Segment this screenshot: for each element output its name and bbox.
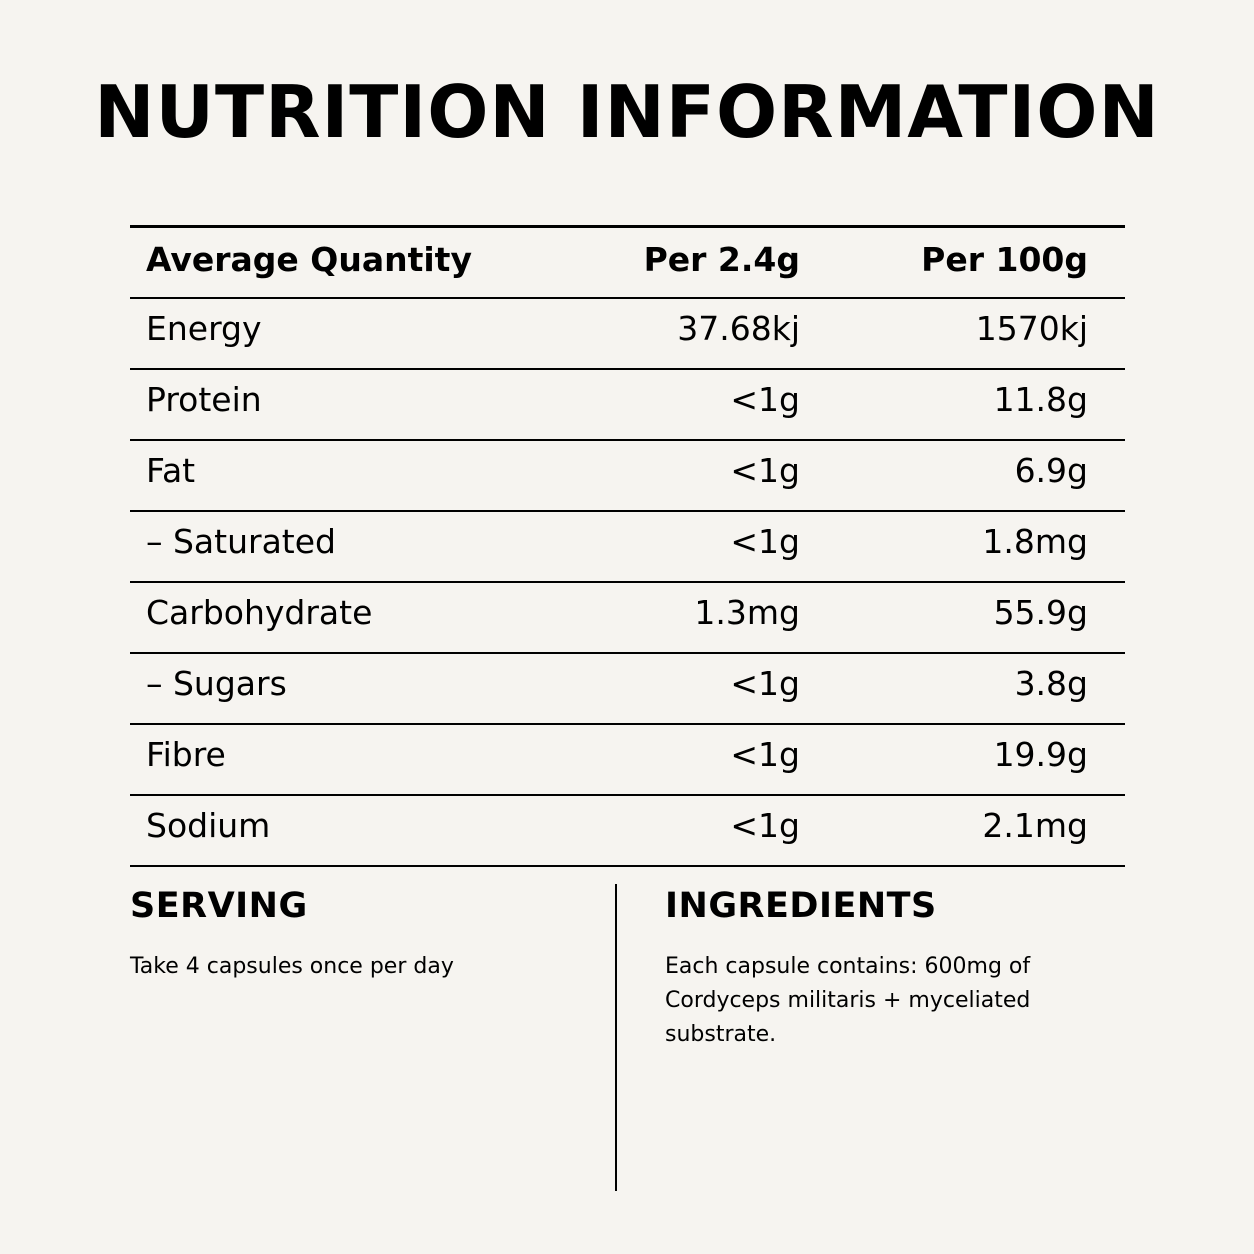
per-100g-value: 19.9g	[993, 735, 1088, 774]
table-header-row: Average Quantity Per 2.4g Per 100g	[130, 228, 1125, 299]
table-row: Fibre <1g 19.9g	[130, 725, 1125, 796]
table-row: Protein <1g 11.8g	[130, 370, 1125, 441]
ingredients-text: Each capsule contains: 600mg of Cordycep…	[665, 954, 1031, 1047]
nutrient-name: Energy	[146, 309, 262, 348]
per-serving-value: <1g	[730, 522, 800, 561]
per-serving-value: 1.3mg	[694, 593, 800, 632]
table-row: Carbohydrate 1.3mg 55.9g	[130, 583, 1125, 654]
nutrient-name: Fibre	[146, 735, 226, 774]
table-row: – Sugars <1g 3.8g	[130, 654, 1125, 725]
per-100g-value: 2.1mg	[982, 806, 1088, 845]
per-100g-value: 55.9g	[993, 593, 1088, 632]
per-100g-value: 1.8mg	[982, 522, 1088, 561]
per-serving-value: <1g	[730, 664, 800, 703]
column-header-quantity: Average Quantity	[146, 240, 472, 279]
serving-text: Take 4 capsules once per day	[130, 954, 454, 979]
nutrient-name: – Saturated	[146, 522, 336, 561]
per-100g-value: 11.8g	[993, 380, 1088, 419]
nutrition-table: Average Quantity Per 2.4g Per 100g Energ…	[130, 225, 1125, 867]
nutrient-name: Fat	[146, 451, 196, 490]
nutrient-name: Sodium	[146, 806, 271, 845]
per-serving-value: <1g	[730, 451, 800, 490]
per-serving-value: <1g	[730, 380, 800, 419]
nutrient-name: Carbohydrate	[146, 593, 373, 632]
per-serving-value: <1g	[730, 735, 800, 774]
page-title: NUTRITION INFORMATION	[94, 70, 1160, 154]
table-row: – Saturated <1g 1.8mg	[130, 512, 1125, 583]
nutrient-name: Protein	[146, 380, 262, 419]
column-header-per-100g: Per 100g	[921, 240, 1088, 279]
table-row: Fat <1g 6.9g	[130, 441, 1125, 512]
serving-heading: SERVING	[130, 886, 308, 926]
table-row: Energy 37.68kj 1570kj	[130, 299, 1125, 370]
per-serving-value: 37.68kj	[677, 309, 800, 348]
column-header-per-serving: Per 2.4g	[643, 240, 800, 279]
section-divider	[615, 884, 617, 1191]
per-100g-value: 6.9g	[1014, 451, 1088, 490]
per-serving-value: <1g	[730, 806, 800, 845]
ingredients-heading: INGREDIENTS	[665, 886, 937, 926]
nutrient-name: – Sugars	[146, 664, 287, 703]
per-100g-value: 3.8g	[1014, 664, 1088, 703]
table-row: Sodium <1g 2.1mg	[130, 796, 1125, 867]
per-100g-value: 1570kj	[975, 309, 1088, 348]
